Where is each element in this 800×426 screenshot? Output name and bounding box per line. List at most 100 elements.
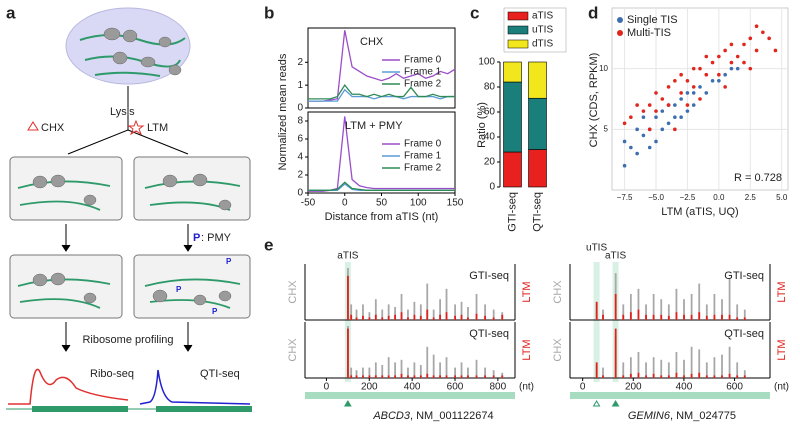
read-bar xyxy=(713,357,716,378)
read-bar xyxy=(445,288,448,320)
read-bar xyxy=(614,294,617,320)
x-tick-label: 600 xyxy=(726,382,743,393)
read-bar xyxy=(374,375,377,378)
read-bar xyxy=(460,375,463,378)
read-bar xyxy=(407,309,409,320)
right-label: LTM xyxy=(776,281,788,302)
read-bar xyxy=(419,365,422,378)
read-bar xyxy=(652,373,655,378)
point xyxy=(654,91,658,95)
chart-title: LTM + PMY xyxy=(345,120,403,132)
read-bar xyxy=(475,294,478,320)
y-tick-label: 6 xyxy=(297,134,303,145)
point xyxy=(660,97,665,101)
read-bar xyxy=(467,317,469,320)
legend-swatch xyxy=(617,30,623,36)
read-bar xyxy=(394,375,396,378)
read-bar xyxy=(652,357,655,378)
point xyxy=(735,66,740,71)
marker-band xyxy=(612,262,619,382)
legend-label: Frame 2 xyxy=(404,79,442,90)
read-bar xyxy=(362,315,364,320)
read-bar xyxy=(629,294,632,320)
point xyxy=(773,48,778,53)
gene-model xyxy=(570,392,770,399)
read-bar xyxy=(467,367,469,378)
read-bar xyxy=(432,375,435,378)
plot-frame xyxy=(307,27,456,109)
line xyxy=(308,30,456,102)
read-bar xyxy=(622,362,625,378)
read-bar xyxy=(683,359,685,378)
point xyxy=(647,103,652,107)
arrow xyxy=(65,224,189,350)
read-bar xyxy=(400,359,403,378)
read-bar xyxy=(454,375,456,378)
read-bar xyxy=(484,375,486,378)
read-bar xyxy=(660,299,663,320)
chx-label: CHX xyxy=(41,122,65,134)
read-bar xyxy=(698,372,701,378)
point xyxy=(748,36,753,41)
legend-swatch xyxy=(507,25,529,35)
point xyxy=(698,97,702,101)
arrow-head xyxy=(61,244,193,352)
accession: , NM_024775 xyxy=(670,410,736,422)
x-tick-label: −7.5 xyxy=(617,193,633,202)
read-bar xyxy=(690,373,693,378)
read-bar xyxy=(501,314,504,320)
point xyxy=(679,97,683,101)
read-bar xyxy=(407,375,409,378)
read-bar xyxy=(645,304,647,320)
read-bar xyxy=(413,375,416,378)
lysis-label: Lysis xyxy=(110,106,135,118)
read-bar xyxy=(475,375,478,378)
read-bar xyxy=(698,312,701,320)
read-bar xyxy=(698,283,701,320)
bar-segment xyxy=(503,151,522,188)
chart-title: CHX xyxy=(360,36,384,48)
y-tick-label: 0 xyxy=(297,188,303,199)
legend-label: Frame 2 xyxy=(404,163,442,174)
read-bar xyxy=(407,317,409,320)
pmy-symbol: P xyxy=(212,307,218,316)
left-label: CHX xyxy=(552,338,564,362)
point xyxy=(723,72,727,77)
read-bar xyxy=(629,312,632,320)
point xyxy=(704,72,709,77)
y-tick-label: 100 xyxy=(478,57,495,68)
read-bar xyxy=(454,304,456,320)
chx-icon xyxy=(27,121,39,131)
marker-label: aTIS xyxy=(605,251,626,262)
read-bar xyxy=(347,328,349,378)
read-bar xyxy=(492,309,495,320)
bar-segment xyxy=(528,61,547,99)
y-axis-label: Normalized mean reads xyxy=(277,53,289,170)
point xyxy=(685,103,690,107)
read-bar xyxy=(721,299,723,320)
read-bar xyxy=(614,328,617,378)
x-tick-label: 400 xyxy=(404,382,421,393)
read-bar xyxy=(698,349,701,378)
annotation: R = 0.728 xyxy=(734,172,782,184)
read-bar xyxy=(501,375,504,378)
x-tick-label: 0 xyxy=(342,198,348,209)
read-bar xyxy=(419,375,422,378)
box xyxy=(133,254,251,319)
legend-label: Frame 1 xyxy=(404,151,442,162)
read-bar xyxy=(713,314,716,320)
read-bar xyxy=(736,317,739,320)
point xyxy=(704,54,709,59)
read-bar xyxy=(690,314,693,320)
read-bar xyxy=(394,307,396,320)
read-bar xyxy=(362,367,364,378)
read-bar xyxy=(637,288,640,320)
panel-name: GTI-seq xyxy=(469,270,509,282)
diagram-labels: Lysis CHX LTM P : PMY P P P Ribosome pro… xyxy=(41,106,240,380)
bar-segment xyxy=(528,149,547,188)
y-tick-label: 2 xyxy=(297,57,303,68)
x-unit: (nt) xyxy=(519,382,534,393)
point xyxy=(729,66,734,71)
read-bar xyxy=(602,314,604,320)
read-bar xyxy=(728,373,731,378)
